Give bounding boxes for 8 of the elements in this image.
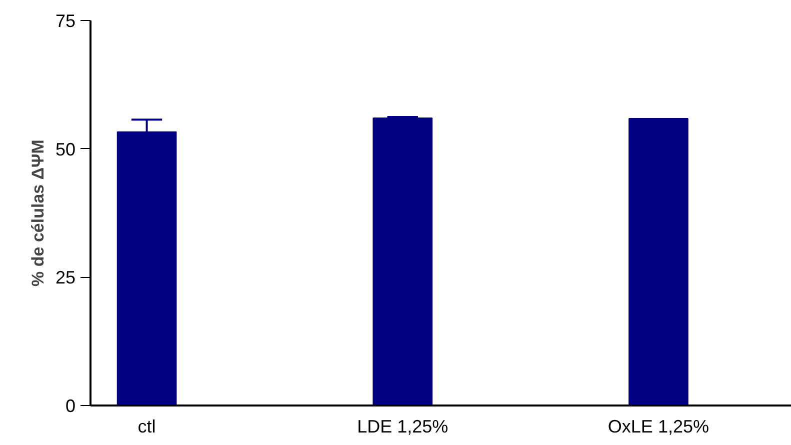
y-tick-label: 75	[55, 11, 76, 31]
y-tick-label: 50	[55, 139, 76, 160]
x-tick-label: OxLE 1,25%	[608, 416, 709, 436]
x-tick-label: ctl	[138, 416, 156, 436]
y-tick-label: 25	[55, 268, 76, 288]
y-axis-title: % de células ΔΨM	[28, 140, 48, 286]
y-tick-label: 0	[65, 396, 76, 416]
x-tick-label: LDE 1,25%	[357, 416, 448, 436]
